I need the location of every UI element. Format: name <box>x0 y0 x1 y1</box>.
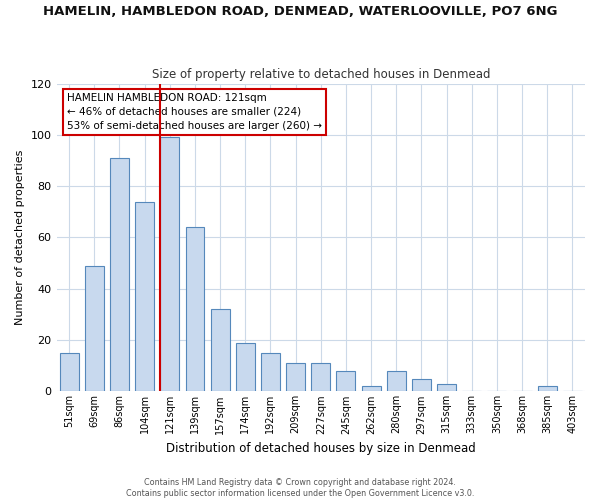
Bar <box>236 342 255 392</box>
Bar <box>337 371 355 392</box>
X-axis label: Distribution of detached houses by size in Denmead: Distribution of detached houses by size … <box>166 442 476 455</box>
Bar <box>437 384 456 392</box>
Bar <box>135 202 154 392</box>
Bar <box>387 371 406 392</box>
Title: Size of property relative to detached houses in Denmead: Size of property relative to detached ho… <box>152 68 490 81</box>
Bar <box>211 310 230 392</box>
Bar <box>311 363 330 392</box>
Text: HAMELIN, HAMBLEDON ROAD, DENMEAD, WATERLOOVILLE, PO7 6NG: HAMELIN, HAMBLEDON ROAD, DENMEAD, WATERL… <box>43 5 557 18</box>
Bar <box>59 353 79 392</box>
Bar <box>286 363 305 392</box>
Bar <box>85 266 104 392</box>
Text: Contains HM Land Registry data © Crown copyright and database right 2024.
Contai: Contains HM Land Registry data © Crown c… <box>126 478 474 498</box>
Bar <box>261 353 280 392</box>
Text: HAMELIN HAMBLEDON ROAD: 121sqm
← 46% of detached houses are smaller (224)
53% of: HAMELIN HAMBLEDON ROAD: 121sqm ← 46% of … <box>67 93 322 131</box>
Bar <box>185 227 205 392</box>
Bar <box>160 138 179 392</box>
Y-axis label: Number of detached properties: Number of detached properties <box>15 150 25 325</box>
Bar <box>412 378 431 392</box>
Bar <box>362 386 380 392</box>
Bar <box>110 158 129 392</box>
Bar <box>538 386 557 392</box>
